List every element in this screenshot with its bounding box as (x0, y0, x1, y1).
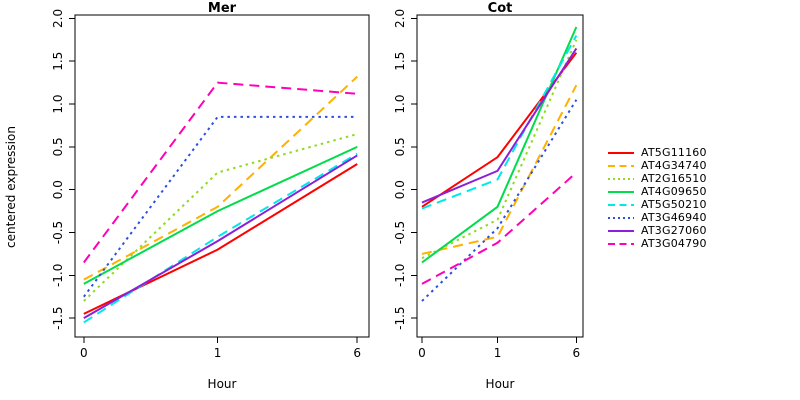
x-tick-label: 6 (353, 346, 361, 360)
plot-box (416, 14, 584, 338)
y-tick-label: 1.5 (51, 52, 65, 71)
series-line-AT3G04790 (421, 171, 578, 285)
series-line-AT4G09650 (83, 145, 358, 285)
legend-item: AT3G27060 (608, 224, 707, 237)
legend-item-label: AT5G11160 (641, 146, 707, 160)
y-tick-label: 2.0 (393, 9, 407, 28)
legend-line-sample (608, 152, 634, 155)
y-tick-label: 1.5 (393, 52, 407, 71)
legend-line-sample (608, 178, 634, 181)
y-tick-label: -1.0 (51, 264, 65, 287)
panel-mer: 2.0 1.5 1.0 0.5 0.0 -0.5 -1.0 -1.5 0 1 6 (51, 9, 370, 360)
legend-item-label: AT5G50210 (641, 198, 707, 211)
panel-title-mer: Mer (207, 1, 237, 16)
y-tick-label: -1.5 (51, 306, 65, 329)
legend-item: AT4G09650 (608, 186, 707, 199)
legend-line-sample (608, 204, 634, 206)
panel-title-cot: Cot (487, 1, 513, 16)
legend-line-sample (608, 242, 634, 245)
legend-line-sample (608, 165, 634, 168)
x-tick-label: 1 (494, 346, 502, 360)
x-axis-label-cot: Hour (485, 377, 515, 391)
series-line-AT5G50210 (421, 35, 578, 210)
plot-box (74, 14, 370, 338)
legend-line-sample (608, 229, 634, 232)
series-line-AT5G50210 (83, 152, 358, 324)
x-tick-label: 0 (80, 346, 88, 360)
legend-item-label: AT2G16510 (641, 172, 707, 186)
y-tick-label: 1.0 (393, 95, 407, 114)
y-tick-label: -1.0 (393, 264, 407, 287)
legend-item: AT2G16510 (608, 173, 707, 186)
legend-item: AT3G46940 (608, 211, 707, 224)
series-line-AT2G16510 (421, 39, 578, 260)
y-tick-label: -0.5 (51, 221, 65, 244)
x-tick-label: 0 (418, 346, 426, 360)
y-tick-label: 0.5 (51, 137, 65, 156)
series-line-AT4G34740 (83, 75, 358, 281)
series-line-AT3G27060 (83, 154, 358, 320)
legend-line-sample (608, 216, 634, 219)
y-tick-label: 0.5 (393, 137, 407, 156)
y-tick-label: -0.5 (393, 221, 407, 244)
y-axis-label: centered expression (4, 126, 18, 248)
y-tick-label: 0.0 (51, 180, 65, 199)
y-tick-label: -1.5 (393, 306, 407, 329)
legend-item: AT5G50210 (608, 199, 707, 212)
series-line-AT3G27060 (421, 47, 578, 204)
legend-item-label: AT3G27060 (641, 223, 707, 237)
legend-item: AT5G11160 (608, 147, 707, 160)
series-line-AT3G04790 (83, 81, 358, 264)
x-tick-label: 1 (214, 346, 222, 360)
legend-item-label: AT3G04790 (641, 236, 707, 250)
y-tick-label: 2.0 (51, 9, 65, 28)
legend-item-label: AT3G46940 (641, 210, 707, 224)
panel-cot: 2.0 1.5 1.0 0.5 0.0 -0.5 -1.0 -1.5 0 1 6 (393, 9, 584, 360)
series-line-AT4G09650 (421, 26, 578, 264)
legend-item: AT3G04790 (608, 237, 707, 250)
x-tick-label: 6 (573, 346, 581, 360)
series-line-AT2G16510 (83, 133, 358, 302)
y-tick-label: 1.0 (51, 95, 65, 114)
legend-line-sample (608, 191, 634, 194)
legend: AT5G11160 AT4G34740 AT2G16510 AT4G09650 AT5G… (608, 147, 707, 250)
series-line-AT4G34740 (421, 84, 578, 255)
legend-item-label: AT4G34740 (641, 159, 707, 173)
x-axis-label-mer: Hour (207, 377, 237, 391)
y-tick-label: 0.0 (393, 180, 407, 199)
series-line-AT3G46940 (421, 99, 578, 302)
legend-item: AT4G34740 (608, 160, 707, 173)
legend-item-label: AT4G09650 (641, 185, 707, 199)
